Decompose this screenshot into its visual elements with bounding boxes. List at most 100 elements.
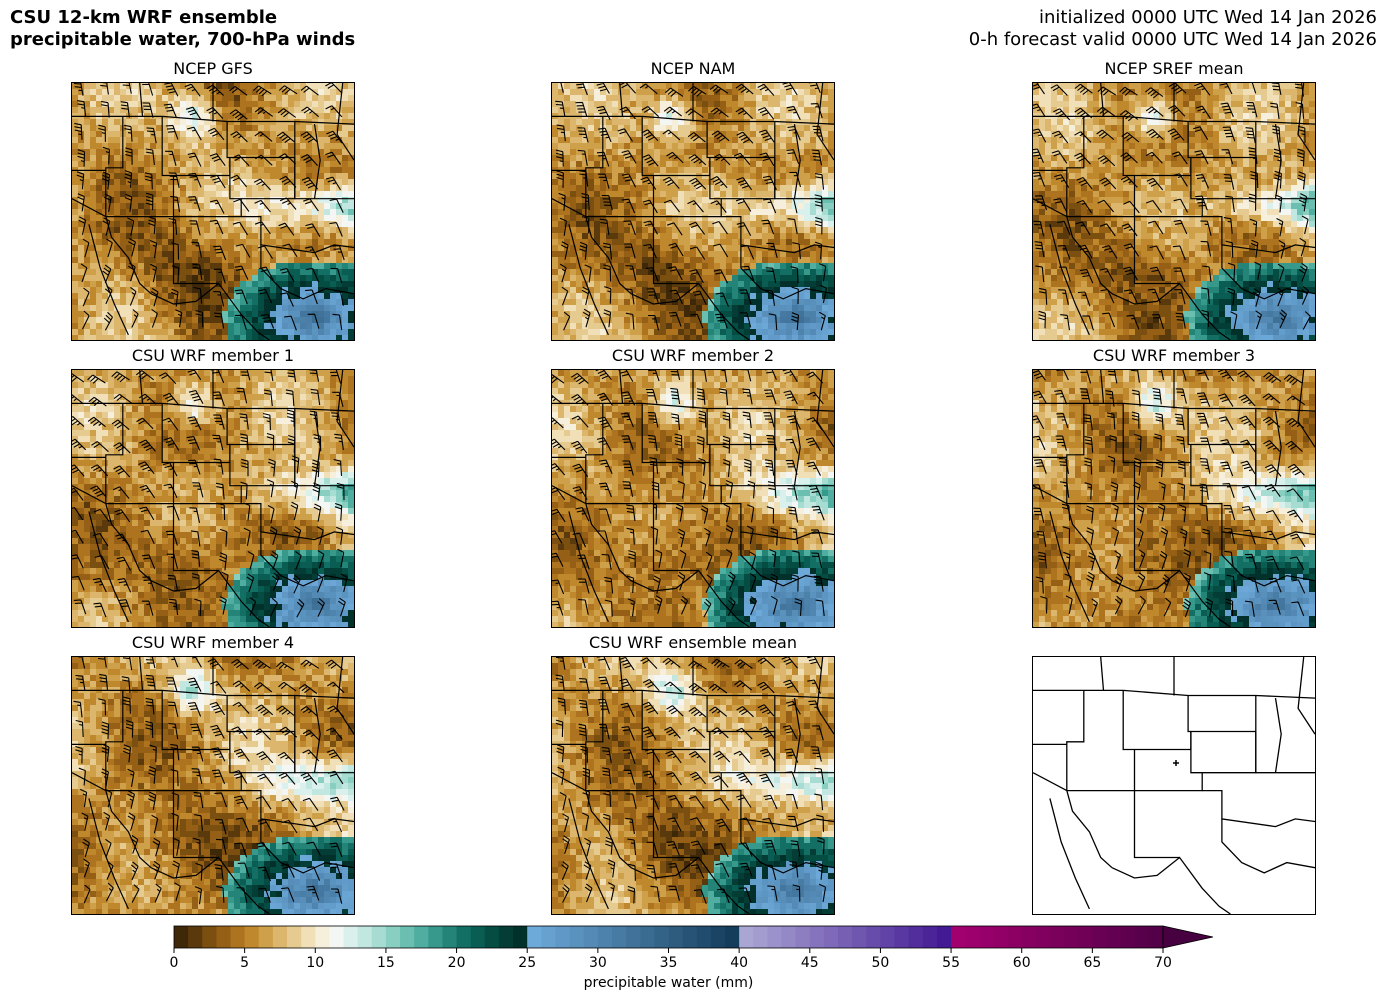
wind-barb	[598, 698, 610, 715]
wind-barb	[699, 481, 707, 500]
colorbar-swatch	[202, 926, 217, 948]
map-panel-nam[interactable]	[551, 82, 835, 341]
wind-barb	[316, 526, 324, 545]
wind-barb	[662, 129, 681, 141]
wind-barb	[210, 174, 226, 189]
wind-barb	[127, 790, 135, 809]
wind-barb	[1173, 267, 1186, 283]
wind-barb	[1145, 151, 1163, 164]
wind-barb	[583, 861, 592, 880]
wind-barb	[713, 269, 728, 284]
wind-barb	[810, 746, 822, 762]
wind-barb	[1109, 434, 1117, 453]
wind-barb	[333, 290, 344, 306]
wind-barb	[1302, 311, 1311, 330]
wind-barb	[728, 571, 736, 591]
wind-barb	[653, 575, 661, 594]
wind-barb	[1154, 433, 1162, 451]
wind-barb	[300, 85, 319, 96]
wind-barb	[625, 312, 635, 330]
wind-barb	[255, 796, 272, 810]
wind-barb	[217, 502, 226, 521]
wind-barb	[328, 770, 344, 785]
map-panel-member-2[interactable]	[551, 369, 835, 628]
wind-barb	[325, 659, 344, 671]
wind-barb	[135, 370, 155, 381]
wind-barb	[93, 508, 110, 522]
map-panel-domain-reference[interactable]	[1032, 656, 1316, 915]
wind-barb	[708, 683, 728, 694]
wind-barb	[124, 170, 133, 188]
wind-barb	[152, 837, 161, 857]
wind-barb	[1196, 412, 1210, 428]
wind-barb	[72, 529, 84, 544]
wind-barb	[287, 434, 296, 453]
wind-barb	[149, 263, 158, 283]
colorbar-swatch	[668, 926, 684, 948]
wind-barb	[643, 243, 657, 259]
colorbar-swatch	[597, 926, 613, 948]
map-panel-member-1[interactable]	[71, 369, 355, 628]
wind-barb	[1145, 87, 1164, 99]
wind-barb	[781, 657, 798, 669]
colorbar-tick-label: 60	[1013, 955, 1031, 971]
wind-barb	[715, 313, 728, 329]
wind-barb	[1276, 218, 1284, 237]
wind-barb	[619, 106, 636, 120]
wind-barb	[145, 192, 154, 211]
colorbar-swatch	[682, 926, 698, 948]
wind-barb	[746, 525, 754, 545]
colorbar-tick-label: 0	[170, 955, 179, 971]
wind-barb	[1179, 528, 1188, 547]
wind-barb	[560, 83, 564, 93]
colorbar-swatch	[951, 926, 966, 948]
wind-barb	[669, 289, 683, 305]
wind-barb	[624, 288, 635, 305]
wind-barb	[312, 482, 321, 501]
wind-barb	[556, 744, 565, 763]
wind-barb	[1059, 481, 1070, 498]
wind-barb	[690, 313, 704, 329]
wind-barb	[1131, 411, 1140, 429]
wind-barb	[1217, 370, 1235, 382]
wind-barb	[584, 883, 593, 903]
wind-barb	[626, 527, 635, 545]
wind-barb	[1064, 573, 1072, 592]
wind-barb	[1200, 240, 1212, 257]
wind-barb	[552, 438, 566, 451]
wind-barb	[329, 222, 343, 237]
wind-barb	[746, 504, 755, 523]
wind-barb	[1249, 218, 1258, 237]
wind-barb	[311, 459, 320, 478]
wind-barb	[734, 680, 753, 691]
wind-barb	[735, 198, 752, 212]
wind-barb	[209, 219, 224, 235]
map-panel-member-4[interactable]	[71, 656, 355, 915]
wind-barb	[258, 288, 273, 304]
state-borders	[1033, 657, 1315, 914]
wind-barb	[689, 177, 707, 190]
wind-barb	[819, 284, 828, 304]
wind-barb	[191, 549, 201, 567]
map-panel-ensemble-mean[interactable]	[551, 656, 835, 915]
wind-barb	[164, 83, 179, 97]
wind-barb	[1074, 107, 1093, 120]
wind-barb	[806, 461, 821, 476]
wind-barb	[599, 508, 612, 524]
wind-barb	[578, 723, 588, 741]
wind-barb	[813, 575, 824, 592]
map-panel-sref[interactable]	[1032, 82, 1316, 341]
map-panel-member-3[interactable]	[1032, 369, 1316, 628]
map-panel-gfs[interactable]	[71, 82, 355, 341]
wind-barb	[577, 127, 589, 143]
wind-barb	[1107, 455, 1116, 474]
wind-barb	[1033, 148, 1045, 164]
wind-barb	[645, 795, 660, 810]
wind-barb	[94, 555, 110, 570]
wind-barb	[232, 154, 250, 167]
wind-barb	[72, 416, 85, 427]
wind-barb	[282, 243, 298, 258]
colorbar-swatch	[795, 926, 811, 948]
wind-barb	[190, 723, 203, 739]
wind-barb	[253, 85, 272, 97]
